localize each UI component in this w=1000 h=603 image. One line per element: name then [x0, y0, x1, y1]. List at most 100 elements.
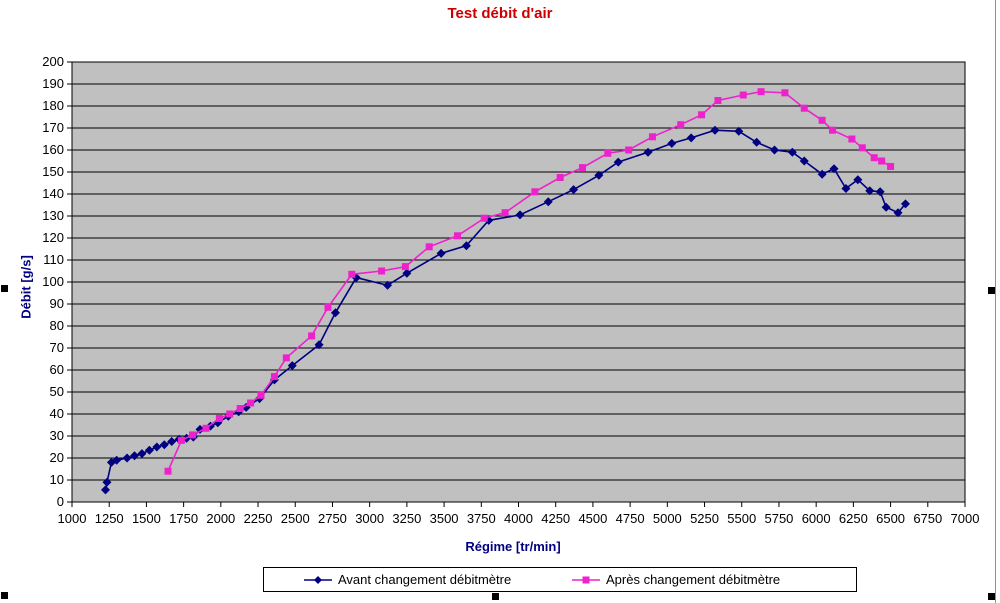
series-avant-marker[interactable] [817, 169, 827, 179]
series-apres-marker[interactable] [401, 263, 409, 271]
series-avant-marker[interactable] [865, 186, 875, 196]
series-apres-marker[interactable] [887, 163, 895, 170]
series-apres-marker[interactable] [739, 91, 747, 99]
y-axis-title[interactable]: Débit [g/s] [18, 255, 34, 319]
series-avant-marker[interactable] [383, 280, 393, 290]
series-avant-marker[interactable] [875, 187, 885, 197]
series-avant-marker[interactable] [893, 208, 903, 218]
series-apres-marker[interactable] [556, 174, 564, 181]
legend-item-apres[interactable]: Après changement débitmètre [572, 568, 780, 591]
series-apres-marker[interactable] [870, 154, 878, 162]
legend-item-avant[interactable]: Avant changement débitmètre [304, 568, 511, 591]
series-apres-marker[interactable] [226, 410, 234, 418]
series-apres-marker[interactable] [324, 303, 332, 311]
series-apres-line[interactable] [167, 90, 892, 472]
series-avant-marker[interactable] [515, 210, 525, 220]
selection-handle-bottom-left[interactable] [1, 592, 8, 599]
series-apres-marker[interactable] [829, 126, 837, 134]
series-avant-marker[interactable] [100, 485, 110, 495]
series-avant-marker[interactable] [137, 449, 147, 459]
series-apres-marker[interactable] [858, 144, 866, 152]
series-avant-marker[interactable] [461, 241, 471, 251]
series-apres-marker[interactable] [698, 111, 706, 119]
series-apres-marker[interactable] [648, 133, 656, 141]
series-apres-marker[interactable] [604, 149, 612, 157]
series-apres-marker[interactable] [578, 164, 586, 172]
series-avant-marker[interactable] [686, 133, 696, 143]
x-axis-title[interactable]: Régime [tr/min] [465, 539, 561, 554]
legend-label-avant: Avant changement débitmètre [338, 572, 512, 587]
chart-title[interactable]: Test débit d'air [447, 5, 553, 22]
series-apres-marker[interactable] [177, 436, 185, 444]
y-tick-label: 120 [42, 230, 64, 245]
series-apres-marker[interactable] [202, 424, 210, 432]
selection-handle-mid-right[interactable] [988, 287, 995, 294]
series-avant-marker[interactable] [667, 138, 677, 148]
series-avant-marker[interactable] [787, 147, 797, 157]
series-avant-marker[interactable] [799, 156, 809, 166]
series-apres-marker[interactable] [800, 104, 808, 112]
series-avant-marker[interactable] [436, 248, 446, 258]
selection-handle-bottom-center[interactable] [492, 593, 499, 600]
series-avant-marker[interactable] [752, 137, 762, 147]
y-tick-label: 70 [49, 340, 64, 355]
legend[interactable]: Avant changement débitmètre Après changem… [263, 567, 857, 592]
series-apres-marker[interactable] [878, 157, 886, 165]
series-avant-marker[interactable] [643, 147, 653, 157]
series-apres-marker[interactable] [348, 270, 356, 278]
x-tick-label: 3000 [355, 511, 385, 526]
series-avant-marker[interactable] [144, 445, 154, 455]
series-apres-marker[interactable] [625, 146, 633, 154]
selection-handle-bottom-right[interactable] [988, 593, 995, 600]
series-apres-marker[interactable] [247, 399, 255, 407]
series-avant-marker[interactable] [122, 453, 132, 463]
series-apres-marker[interactable] [236, 405, 244, 412]
series-apres-marker[interactable] [480, 214, 488, 222]
series-avant-marker[interactable] [543, 197, 553, 207]
series-apres-marker[interactable] [257, 391, 265, 399]
series-avant-marker[interactable] [734, 126, 744, 136]
series-apres-marker[interactable] [308, 332, 316, 340]
series-avant-marker[interactable] [710, 125, 720, 135]
series-apres-marker[interactable] [453, 232, 461, 240]
series-apres-marker[interactable] [714, 97, 722, 104]
series-avant-marker[interactable] [159, 440, 169, 450]
series-apres-marker[interactable] [818, 116, 826, 124]
series-avant-marker[interactable] [881, 202, 891, 212]
series-apres-marker[interactable] [781, 89, 789, 97]
series-avant-marker[interactable] [102, 477, 112, 487]
series-apres-marker[interactable] [677, 121, 685, 129]
series-apres-marker[interactable] [164, 467, 172, 475]
series-apres-marker[interactable] [425, 243, 433, 251]
y-tick-label: 0 [56, 494, 64, 509]
series-avant-marker[interactable] [402, 268, 412, 278]
series-apres-marker[interactable] [501, 209, 509, 217]
series-apres-marker[interactable] [270, 373, 278, 381]
y-tick-label: 80 [49, 318, 64, 333]
y-tick-label: 190 [42, 76, 64, 91]
series-avant-marker[interactable] [829, 164, 839, 174]
series-apres-marker[interactable] [215, 414, 223, 422]
series-apres-marker[interactable] [282, 354, 290, 362]
series-avant-marker[interactable] [287, 361, 297, 371]
series-avant-marker[interactable] [613, 157, 623, 167]
series-apres-marker[interactable] [189, 431, 197, 439]
series-avant-marker[interactable] [167, 437, 177, 446]
series-avant-marker[interactable] [900, 199, 910, 209]
series-avant-marker[interactable] [112, 455, 122, 465]
series-avant-marker[interactable] [152, 442, 162, 452]
series-apres-marker[interactable] [757, 88, 765, 96]
series-apres-marker[interactable] [378, 267, 386, 275]
series-avant-marker[interactable] [594, 170, 604, 180]
series-avant-marker[interactable] [841, 184, 851, 193]
series-avant-marker[interactable] [330, 308, 340, 318]
series-avant-marker[interactable] [853, 175, 863, 185]
series-apres-marker[interactable] [848, 135, 856, 143]
series-avant-marker[interactable] [569, 185, 579, 195]
series-avant-marker[interactable] [314, 340, 324, 350]
selection-handle-mid-left[interactable] [1, 285, 8, 292]
series-avant-marker[interactable] [130, 451, 140, 461]
series-avant-marker[interactable] [769, 145, 779, 155]
series-apres-marker[interactable] [531, 188, 539, 196]
